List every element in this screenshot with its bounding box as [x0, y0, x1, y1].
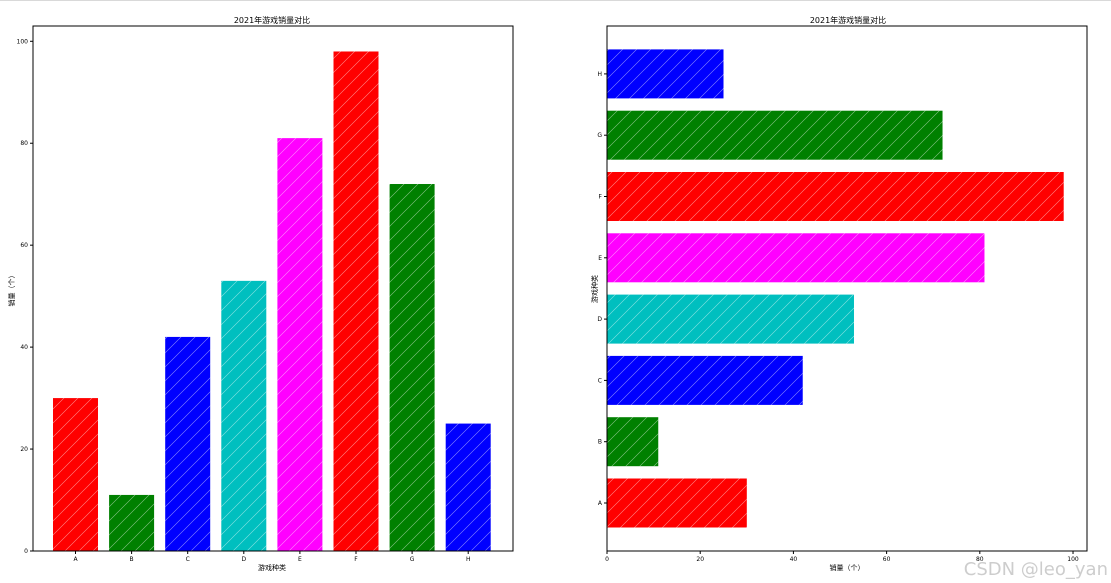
- x-tick-label: 60: [883, 556, 891, 563]
- x-tick-label: C: [186, 556, 190, 563]
- plot-area: [606, 25, 1088, 552]
- x-tick-label: 40: [790, 556, 798, 563]
- x-tick-label: H: [466, 556, 471, 563]
- x-axis-label: 销量（个）: [830, 563, 865, 572]
- x-tick-label: 0: [605, 556, 609, 563]
- bar-H: [607, 49, 724, 99]
- x-axis-ticks: A B C D E F G H: [73, 551, 470, 563]
- watermark: CSDN @leo_yan: [964, 559, 1108, 580]
- y-tick-label: 0: [24, 548, 28, 555]
- x-tick-label: E: [298, 556, 302, 563]
- x-tick-label: 20: [696, 556, 704, 563]
- y-tick-label: B: [598, 439, 602, 446]
- bars: [53, 51, 491, 551]
- bar-E: [607, 233, 985, 283]
- bar-A: [607, 478, 747, 528]
- bar-D: [221, 280, 267, 551]
- plot-area: [32, 25, 514, 552]
- y-tick-label: A: [598, 500, 603, 507]
- bars: [607, 49, 1064, 528]
- x-tick-label: G: [410, 556, 415, 563]
- vertical-bar-chart: 2021年游戏销量对比 0 20 40 60 80 100 A B C D E F G H 游戏种类 销…: [7, 15, 514, 572]
- x-tick-label: A: [73, 556, 78, 563]
- bar-C: [607, 355, 803, 405]
- x-axis-ticks: 0 20 40 60 80 100: [605, 551, 1079, 563]
- bar-C: [165, 336, 211, 551]
- bar-B: [607, 417, 659, 467]
- y-tick-label: 80: [20, 140, 28, 147]
- y-tick-label: 60: [20, 242, 28, 249]
- x-tick-label: B: [130, 556, 134, 563]
- x-tick-label: D: [241, 556, 246, 563]
- y-axis-label: 游戏种类: [590, 275, 599, 303]
- bar-D: [607, 294, 854, 344]
- bar-F: [333, 51, 379, 551]
- bar-F: [607, 172, 1064, 221]
- y-tick-label: D: [597, 316, 602, 323]
- y-tick-label: H: [597, 71, 602, 78]
- x-tick-label: F: [354, 556, 358, 563]
- x-axis-label: 游戏种类: [258, 563, 286, 572]
- y-tick-label: E: [598, 255, 602, 262]
- x-tick-label: 80: [976, 556, 984, 563]
- y-tick-label: F: [599, 194, 603, 201]
- bar-B: [109, 494, 155, 551]
- y-axis-ticks: 0 20 40 60 80 100: [17, 38, 33, 555]
- y-tick-label: G: [597, 132, 602, 139]
- bar-E: [277, 138, 323, 551]
- bar-A: [53, 398, 98, 551]
- bar-G: [389, 184, 435, 551]
- y-tick-label: C: [598, 377, 602, 384]
- chart-title: 2021年游戏销量对比: [234, 15, 310, 25]
- top-divider: [0, 0, 1111, 1]
- bar-H: [445, 423, 491, 551]
- bar-G: [607, 110, 943, 160]
- y-axis-ticks: A B C D E F G H: [597, 71, 607, 507]
- chart-title: 2021年游戏销量对比: [810, 15, 886, 25]
- y-tick-label: 40: [20, 344, 28, 351]
- y-axis-label: 销量（个）: [7, 272, 16, 307]
- y-tick-label: 20: [20, 446, 28, 453]
- y-tick-label: 100: [17, 38, 29, 45]
- x-tick-label: 100: [1067, 556, 1079, 563]
